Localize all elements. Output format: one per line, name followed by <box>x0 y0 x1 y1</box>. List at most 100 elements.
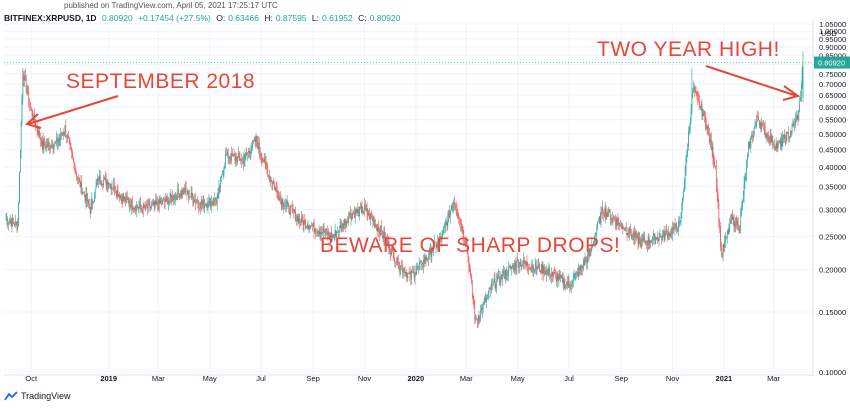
candle-body <box>94 188 96 198</box>
candle-body <box>677 230 678 232</box>
candle-body <box>706 126 708 129</box>
candle-body <box>586 259 588 264</box>
candle-body <box>30 104 31 108</box>
candle-body <box>462 226 464 235</box>
tradingview-logo[interactable]: TradingView <box>4 391 71 401</box>
candle-body <box>445 222 447 225</box>
candle-body <box>385 237 386 242</box>
candle-body <box>551 273 553 276</box>
open-label: O: <box>216 13 226 23</box>
candle-body <box>369 211 370 220</box>
candle-body <box>656 237 657 240</box>
candle-body <box>642 239 644 241</box>
candle-body <box>436 245 438 248</box>
candle-body <box>27 91 29 93</box>
candle-body <box>432 251 434 253</box>
candle-body <box>753 127 755 136</box>
candle-body <box>268 174 269 177</box>
time-axis[interactable]: Oct 2019 Mar May Jul Sep Nov 2020 Mar May Jul Sep No… <box>4 374 813 383</box>
candle-body <box>383 232 385 239</box>
x-tick-label: Mar <box>767 374 780 383</box>
candle-body <box>534 269 535 272</box>
candle-body <box>755 122 757 126</box>
candle-body <box>112 188 114 190</box>
candle-body <box>113 184 115 190</box>
candle-body <box>504 276 506 279</box>
candle-body <box>631 234 633 238</box>
candle-body <box>230 158 232 161</box>
price-axis[interactable]: 1.050001.000000.950000.900000.850000.800… <box>812 20 850 377</box>
candle-body <box>129 204 131 205</box>
candle-body <box>660 235 662 237</box>
last-price-tag <box>814 56 850 69</box>
candle-body <box>617 218 619 223</box>
candle-body <box>320 231 322 235</box>
candle-body <box>293 210 295 214</box>
candle-body <box>731 215 732 224</box>
candle-body <box>189 196 191 198</box>
candle-body <box>291 206 293 209</box>
candle-body <box>761 124 763 129</box>
candle-body <box>455 208 457 212</box>
candle-body <box>305 220 306 229</box>
candle-body <box>130 204 131 208</box>
candle-body <box>186 191 188 195</box>
candle-body <box>650 241 652 243</box>
candle-body <box>681 203 683 218</box>
candle-body <box>346 220 348 222</box>
candle-body <box>772 135 774 146</box>
candle-body <box>588 252 590 257</box>
candle-body <box>269 177 271 180</box>
candle-body <box>351 213 353 220</box>
candle-body <box>469 268 471 271</box>
candle-body <box>368 211 370 216</box>
candle-body <box>781 141 783 147</box>
candle-body <box>11 218 13 227</box>
candle-body <box>198 204 200 209</box>
candle-body <box>605 208 607 218</box>
candle-body <box>528 267 529 270</box>
candle-body <box>157 205 159 210</box>
candle-body <box>674 224 676 225</box>
tradingview-label: TradingView <box>21 391 71 401</box>
candle-body <box>177 189 179 200</box>
candle-body <box>438 240 439 241</box>
x-tick-label: 2020 <box>408 374 425 383</box>
candle-body <box>529 269 530 270</box>
candle-body <box>370 214 372 218</box>
candle-body <box>48 142 50 144</box>
candle-body <box>156 201 157 204</box>
candle-body <box>238 153 240 158</box>
candle-body <box>321 231 322 235</box>
candle-body <box>58 139 60 142</box>
candle-body <box>611 218 613 220</box>
candle-body <box>249 151 251 154</box>
candle-body <box>418 266 419 267</box>
candle-body <box>622 228 624 230</box>
candle-body <box>333 234 334 238</box>
candle-body <box>708 128 710 135</box>
candle-body <box>267 169 269 177</box>
candle-body <box>651 241 652 243</box>
candle-body <box>373 220 375 223</box>
candle-body <box>503 270 505 279</box>
candle-body <box>309 227 311 230</box>
candle-body <box>270 177 272 182</box>
candle-body <box>578 267 580 271</box>
candle-body <box>286 201 288 204</box>
candle-body <box>429 248 431 250</box>
candle-body <box>569 284 571 286</box>
candle-body <box>196 201 198 203</box>
candle-body <box>487 295 488 297</box>
candle-body <box>330 232 332 238</box>
candle-body <box>556 275 558 282</box>
candle-body <box>720 226 721 248</box>
y-tick-label: 1.05000 <box>819 20 846 29</box>
candle-body <box>221 174 222 178</box>
candle-body <box>184 188 185 193</box>
candle-body <box>136 205 137 211</box>
candle-body <box>795 118 796 126</box>
candle-body <box>237 156 238 163</box>
candle-body <box>666 230 668 233</box>
